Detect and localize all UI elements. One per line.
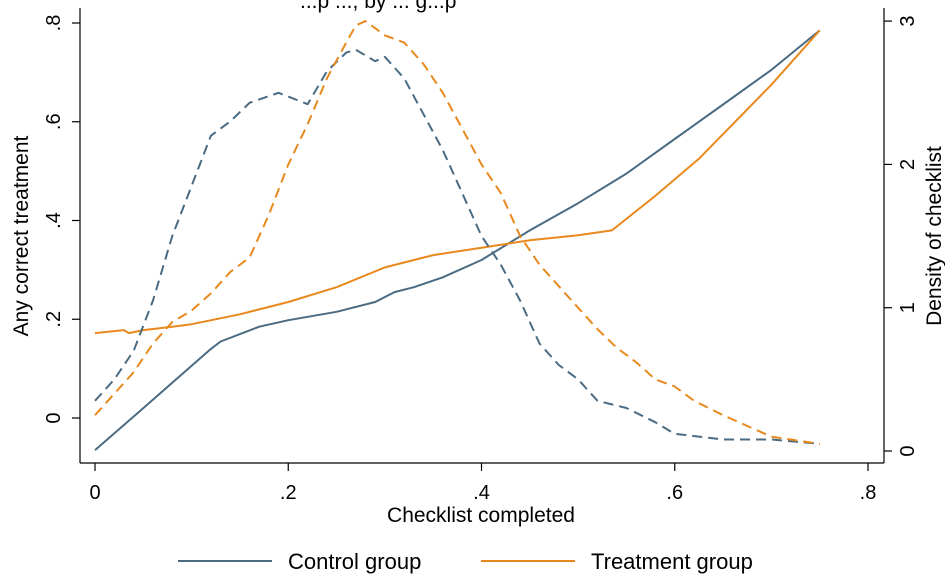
x-tick-label: .4	[473, 482, 490, 504]
x-tick-label: 0	[89, 482, 100, 504]
y-axis-left-title: Any correct treatment	[10, 135, 33, 336]
y-right-tick-label: 3	[897, 16, 919, 27]
legend-label-treatment: Treatment group	[591, 549, 753, 574]
y-axis-right-title: Density of checklist	[923, 146, 945, 326]
y-left-tick-label: .2	[43, 311, 65, 328]
series-line-0	[94, 29, 821, 451]
y-left-tick-label: .6	[43, 113, 65, 130]
x-axis-title: Checklist completed	[387, 504, 575, 527]
x-ticks: 0 .2 .4 .6 .8	[89, 463, 876, 504]
plot-lines	[94, 20, 821, 451]
series-line-1	[94, 29, 821, 335]
series-line-3	[94, 20, 820, 445]
y-left-tick-label: 0	[43, 412, 65, 423]
y-right-tick-label: 1	[897, 302, 919, 313]
y-right-tick-label: 2	[897, 159, 919, 170]
legend: Control group Treatment group	[178, 549, 753, 574]
y-right-tick-label: 0	[897, 445, 919, 456]
series-line-2	[94, 48, 820, 445]
y-left-tick-label: .4	[43, 212, 65, 229]
chart-title: ...p ..., by ... g...p	[300, 0, 456, 13]
y-right-ticks: 0 1 2 3	[884, 16, 919, 457]
x-tick-label: .6	[666, 482, 683, 504]
x-tick-label: .2	[280, 482, 297, 504]
y-left-tick-label: .8	[43, 15, 65, 32]
x-tick-label: .8	[860, 482, 877, 504]
y-left-ticks: 0 .2 .4 .6 .8	[43, 15, 80, 424]
legend-label-control: Control group	[288, 549, 421, 574]
